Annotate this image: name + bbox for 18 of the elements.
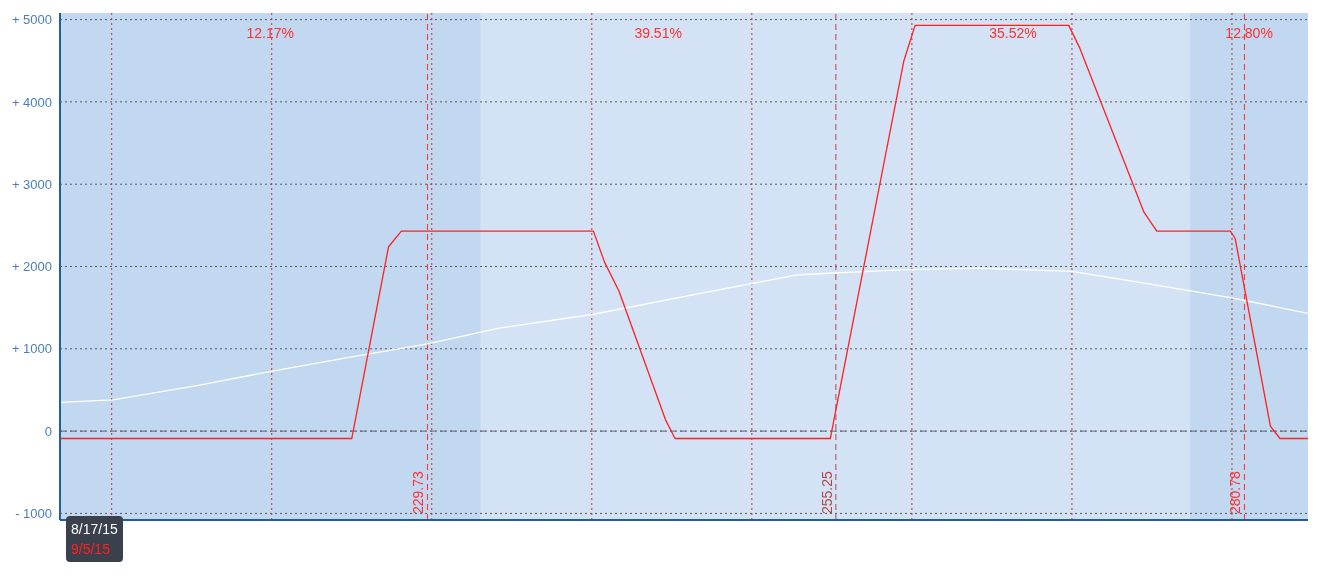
y-tick-label: + 5000 [11,12,52,28]
text: 8/17/15 [71,520,118,539]
annotation: 39.51% [634,25,682,41]
line-series [60,267,1308,403]
annotation: 35.52% [989,25,1037,41]
annotation: 12.80% [1225,25,1273,41]
ref-line-label: 280.78 [1227,470,1244,514]
y-tick-label: + 2000 [11,259,52,275]
y-tick-label: - 1000 [15,506,52,522]
ref-line-label: 255.25 [818,470,835,514]
line-series [60,24,1308,440]
annotation: 12.17% [246,25,294,41]
ref-line-label: 229.73 [410,470,427,514]
y-tick-label: 0 [44,423,52,439]
y-tick-label: + 4000 [11,94,52,110]
y-tick-label: + 1000 [11,341,52,357]
y-tick-label: + 3000 [11,176,52,192]
text: 9/5/15 [71,540,111,559]
